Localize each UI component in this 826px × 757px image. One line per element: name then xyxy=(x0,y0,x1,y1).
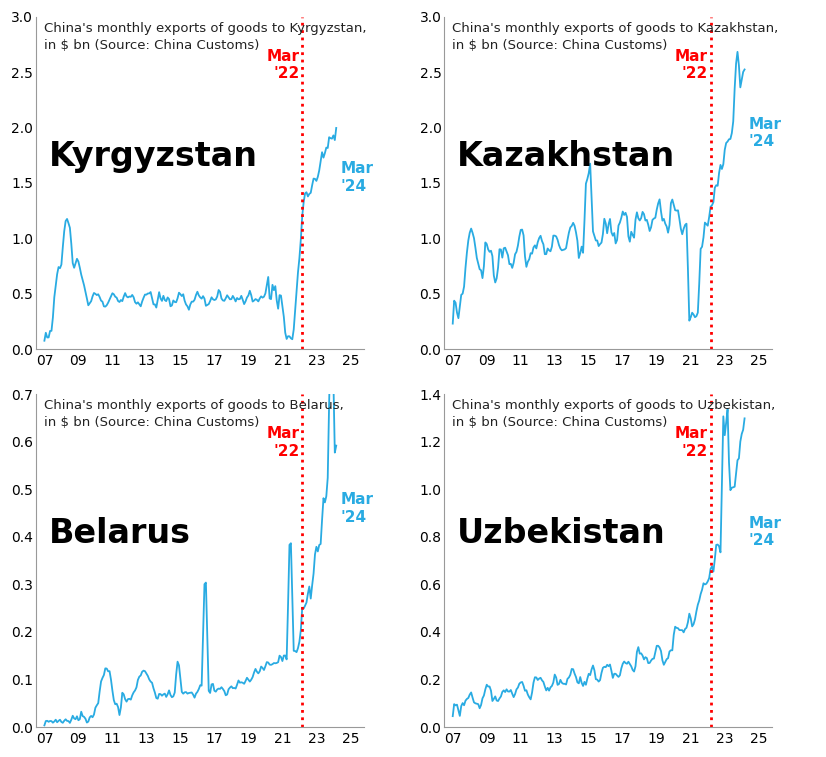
Text: Mar
'22: Mar '22 xyxy=(675,48,708,81)
Text: Uzbekistan: Uzbekistan xyxy=(458,518,666,550)
Text: China's monthly exports of goods to Uzbekistan,
in $ bn (Source: China Customs): China's monthly exports of goods to Uzbe… xyxy=(453,400,776,429)
Text: Mar
'24: Mar '24 xyxy=(749,117,782,149)
Text: Kyrgyzstan: Kyrgyzstan xyxy=(49,140,258,173)
Text: Kazakhstan: Kazakhstan xyxy=(458,140,676,173)
Text: Mar
'24: Mar '24 xyxy=(340,492,373,525)
Text: China's monthly exports of goods to Kyrgyzstan,
in $ bn (Source: China Customs): China's monthly exports of goods to Kyrg… xyxy=(44,22,367,51)
Text: Mar
'22: Mar '22 xyxy=(267,426,300,459)
Text: Mar
'22: Mar '22 xyxy=(675,426,708,459)
Text: Mar
'24: Mar '24 xyxy=(340,161,373,194)
Text: Mar
'22: Mar '22 xyxy=(267,48,300,81)
Text: China's monthly exports of goods to Belarus,
in $ bn (Source: China Customs): China's monthly exports of goods to Bela… xyxy=(44,400,344,429)
Text: China's monthly exports of goods to Kazakhstan,
in $ bn (Source: China Customs): China's monthly exports of goods to Kaza… xyxy=(453,22,779,51)
Text: Mar
'24: Mar '24 xyxy=(749,516,782,548)
Text: Belarus: Belarus xyxy=(49,518,191,550)
